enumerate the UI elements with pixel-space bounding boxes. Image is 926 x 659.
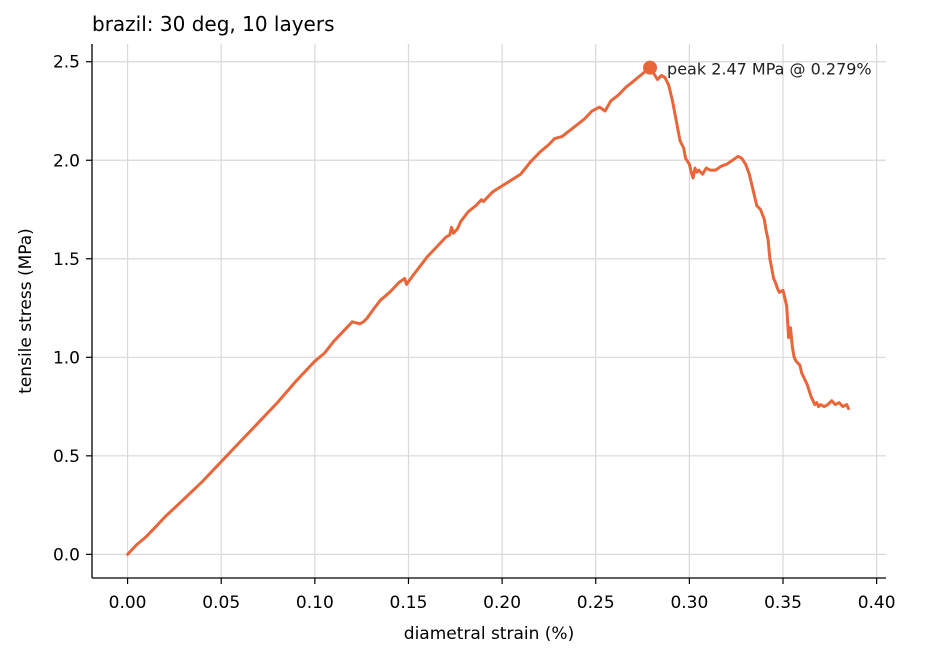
x-tick-label: 0.30 (670, 593, 708, 613)
grid (92, 44, 886, 578)
y-tick-label: 0.0 (53, 545, 80, 565)
y-axis-label: tensile stress (MPa) (16, 228, 36, 394)
series-line (126, 66, 850, 556)
y-tick-label: 1.0 (53, 348, 80, 368)
x-tick-label: 0.15 (390, 593, 428, 613)
peak-annotation: peak 2.47 MPa @ 0.279% (667, 60, 872, 79)
y-tick-label: 2.5 (53, 53, 80, 73)
x-tick-label: 0.00 (109, 593, 147, 613)
x-tick-label: 0.40 (858, 593, 896, 613)
x-tick-label: 0.35 (764, 593, 802, 613)
ticks: 0.00 0.05 0.10 0.15 0.20 0.25 0.30 0.35 0.40 0.0 0… (53, 53, 896, 613)
x-tick-label: 0.10 (296, 593, 334, 613)
x-tick-label: 0.25 (577, 593, 615, 613)
plot-area: peak 2.47 MPa @ 0.279% (126, 60, 872, 556)
peak-marker (643, 60, 658, 75)
y-tick-label: 0.5 (53, 447, 80, 467)
y-tick-label: 1.5 (53, 250, 80, 270)
x-axis-label: diametral strain (%) (404, 624, 574, 644)
x-tick-label: 0.20 (483, 593, 521, 613)
chart-title: brazil: 30 deg, 10 layers (92, 12, 335, 36)
x-tick-label: 0.05 (202, 593, 240, 613)
axes-spines (91, 44, 886, 579)
y-tick-label: 2.0 (53, 151, 80, 171)
